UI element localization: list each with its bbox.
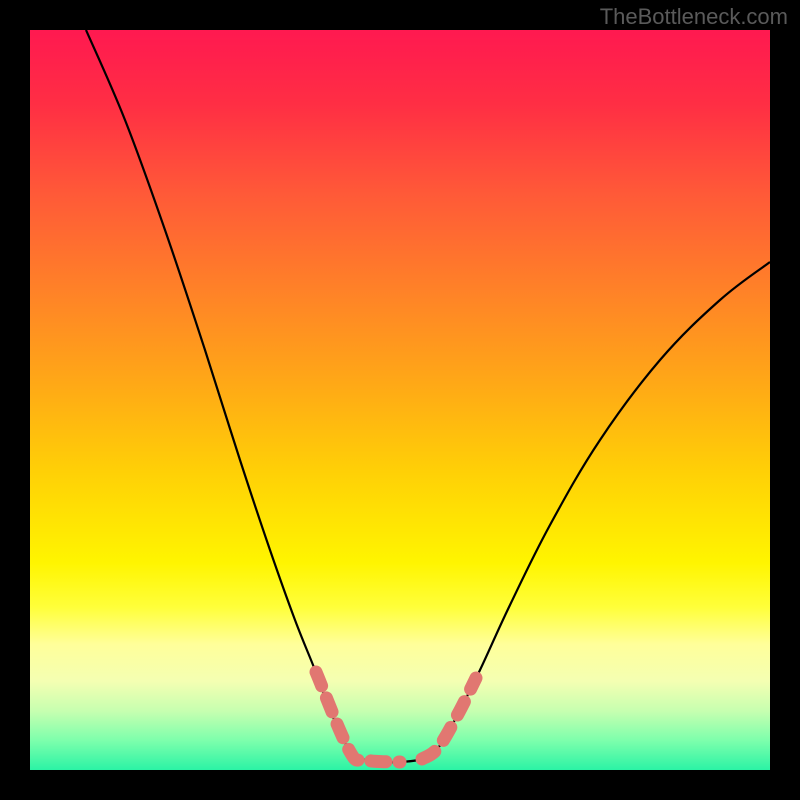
plot-area (30, 30, 770, 770)
chart-container: TheBottleneck.com (0, 0, 800, 800)
gradient-background (30, 30, 770, 770)
chart-svg (30, 30, 770, 770)
watermark-text: TheBottleneck.com (600, 4, 788, 30)
